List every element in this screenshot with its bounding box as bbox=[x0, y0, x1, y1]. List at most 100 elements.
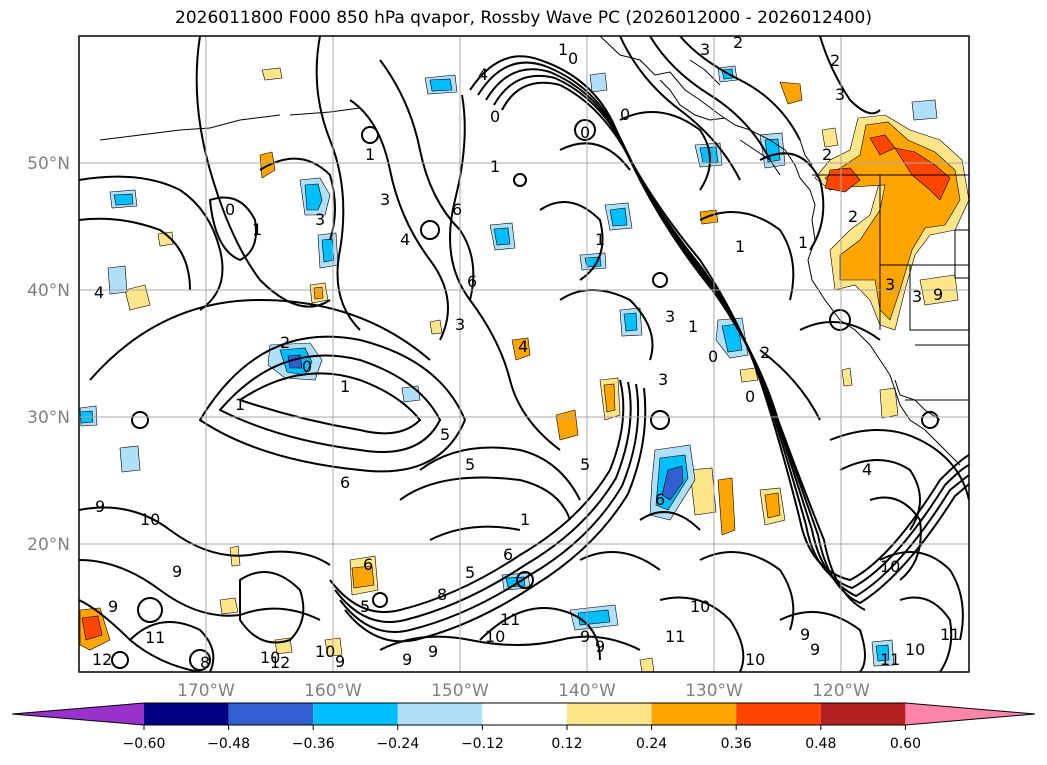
anomaly-patch bbox=[313, 286, 324, 300]
anomaly-patch bbox=[639, 657, 655, 672]
lon-label-170w: 170°W bbox=[177, 681, 235, 701]
anomaly-patch bbox=[81, 615, 103, 641]
colorbar-tick-label: 0.60 bbox=[890, 736, 921, 752]
contour-label: 5 bbox=[580, 455, 590, 474]
contour-label: 1 bbox=[735, 237, 745, 256]
contour-label: 9 bbox=[402, 650, 412, 669]
contour-label: 4 bbox=[94, 283, 104, 302]
anomaly-patch bbox=[107, 265, 128, 295]
contour-label: 1 bbox=[252, 220, 262, 239]
anomaly-patch bbox=[219, 597, 239, 615]
contour-label: 9 bbox=[108, 597, 118, 616]
anomaly-patch bbox=[493, 227, 511, 246]
anomaly-patch bbox=[879, 387, 899, 419]
colorbar-segment bbox=[736, 703, 821, 725]
contour-label: 10 bbox=[690, 597, 710, 616]
contour-label: 2 bbox=[822, 145, 832, 164]
anomaly-patch bbox=[555, 409, 579, 441]
contour-label: 6 bbox=[655, 490, 665, 509]
anomaly-patch bbox=[351, 565, 375, 589]
contour-label: 11 bbox=[880, 650, 900, 669]
anomaly-patch bbox=[577, 609, 611, 626]
contour-label: 3 bbox=[912, 287, 922, 306]
contour-label: 10 bbox=[745, 650, 765, 669]
colorbar-tick-label: 0.36 bbox=[721, 736, 752, 752]
colorbar: −0.60 −0.48 −0.36 −0.24 −0.12 0.12 0.24 … bbox=[11, 702, 1036, 752]
contour-label: 3 bbox=[658, 370, 668, 389]
anomaly-patch bbox=[661, 465, 684, 501]
colorbar-segment bbox=[820, 703, 906, 725]
contour-label: 11 bbox=[665, 627, 685, 646]
contour-label: 1 bbox=[798, 233, 808, 252]
contour-label: 1 bbox=[365, 145, 375, 164]
anomaly-patch bbox=[717, 477, 736, 536]
anomaly-patch bbox=[739, 367, 759, 383]
anomaly-patch bbox=[321, 238, 335, 263]
anomaly-patch bbox=[124, 284, 151, 311]
lat-label-40n: 40°N bbox=[27, 281, 70, 301]
gridlines bbox=[79, 36, 969, 672]
anomaly-patch bbox=[505, 576, 526, 588]
contour-label: 0 bbox=[745, 387, 755, 406]
colorbar-segment bbox=[905, 703, 1035, 725]
anomaly-patch bbox=[511, 337, 531, 361]
contour-label: 0 bbox=[225, 200, 235, 219]
colorbar-tick-label: 0.48 bbox=[805, 736, 836, 752]
contour-label: 3 bbox=[700, 40, 710, 59]
colorbar-tick-label: −0.24 bbox=[376, 736, 419, 752]
anomaly-patch bbox=[875, 644, 890, 662]
contour-label: 4 bbox=[862, 460, 872, 479]
anomaly-patch bbox=[841, 367, 853, 387]
anomaly-patch bbox=[869, 134, 896, 156]
contour-label: 1 bbox=[558, 40, 568, 59]
contour-label: 2 bbox=[760, 343, 770, 362]
lat-label-30n: 30°N bbox=[27, 408, 70, 428]
contour-label: 1 bbox=[340, 377, 350, 396]
contour-label: 5 bbox=[465, 455, 475, 474]
colorbar-segment bbox=[12, 703, 144, 725]
contour-label: 4 bbox=[518, 337, 528, 356]
map-frame bbox=[78, 35, 970, 673]
anomaly-patch bbox=[119, 445, 141, 473]
contour-label: 11 bbox=[500, 610, 520, 629]
contour-label: 10 bbox=[260, 648, 280, 667]
anomaly-patch bbox=[721, 323, 743, 353]
contour-label: 0 bbox=[568, 49, 578, 68]
anomaly-patch bbox=[894, 147, 951, 201]
contour-label: 5 bbox=[440, 425, 450, 444]
contour-label: 6 bbox=[452, 200, 462, 219]
colorbar-tick-label: 0.12 bbox=[551, 736, 582, 752]
anomaly-patch bbox=[584, 256, 602, 268]
anomaly-patch bbox=[261, 67, 283, 81]
contour-label: 2 bbox=[733, 33, 743, 52]
contour-label: 4 bbox=[478, 65, 488, 84]
lat-label-50n: 50°N bbox=[27, 154, 70, 174]
contour-label: 0 bbox=[580, 123, 590, 142]
contour-label: 5 bbox=[465, 563, 475, 582]
contour-label: 9 bbox=[800, 625, 810, 644]
lon-label-150w: 150°W bbox=[431, 681, 489, 701]
anomaly-patch bbox=[779, 81, 803, 105]
longitude-labels: 170°W 160°W 150°W 140°W 130°W 120°W bbox=[177, 681, 870, 701]
contour-label: 11 bbox=[145, 628, 165, 647]
contour-label: 1 bbox=[595, 230, 605, 249]
lon-label-140w: 140°W bbox=[558, 681, 616, 701]
anomaly-patch bbox=[911, 99, 938, 121]
map-title: 2026011800 F000 850 hPa qvapor, Rossby W… bbox=[175, 8, 872, 28]
contour-label: 9 bbox=[172, 562, 182, 581]
contour-label: 6 bbox=[340, 473, 350, 492]
contour-label: 3 bbox=[665, 307, 675, 326]
colorbar-segment bbox=[651, 703, 737, 725]
contour-label: 3 bbox=[315, 210, 325, 229]
contour-label: 0 bbox=[708, 347, 718, 366]
colorbar-segment bbox=[567, 703, 652, 725]
contour-label: 10 bbox=[905, 640, 925, 659]
colorbar-tick-label: −0.36 bbox=[292, 736, 335, 752]
contour-label: 0 bbox=[302, 357, 312, 376]
contour-label: 9 bbox=[428, 642, 438, 661]
contour-label: 5 bbox=[360, 597, 370, 616]
anomaly-patch bbox=[824, 167, 861, 193]
contour-label: 1 bbox=[520, 510, 530, 529]
colorbar-segment bbox=[228, 703, 314, 725]
contour-label: 6 bbox=[503, 545, 513, 564]
